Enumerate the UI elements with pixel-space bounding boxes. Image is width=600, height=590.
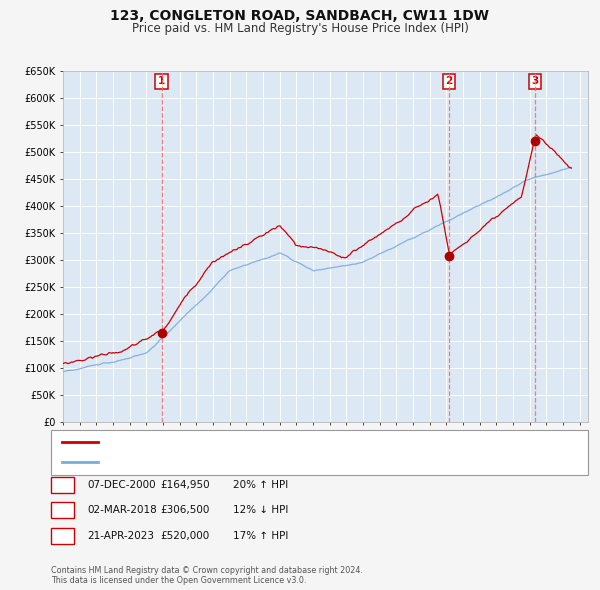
Text: 3: 3 <box>59 531 66 540</box>
Text: 1: 1 <box>158 76 165 86</box>
Text: £306,500: £306,500 <box>161 506 210 515</box>
Text: £164,950: £164,950 <box>161 480 211 490</box>
Text: 123, CONGLETON ROAD, SANDBACH, CW11 1DW (detached house): 123, CONGLETON ROAD, SANDBACH, CW11 1DW … <box>105 437 435 447</box>
Text: 1: 1 <box>59 480 66 490</box>
Text: 07-DEC-2000: 07-DEC-2000 <box>87 480 155 490</box>
Text: 2: 2 <box>59 506 66 515</box>
Text: 123, CONGLETON ROAD, SANDBACH, CW11 1DW: 123, CONGLETON ROAD, SANDBACH, CW11 1DW <box>110 9 490 23</box>
Text: HPI: Average price, detached house, Cheshire East: HPI: Average price, detached house, Ches… <box>105 457 353 467</box>
Text: 02-MAR-2018: 02-MAR-2018 <box>87 506 157 515</box>
Text: 2: 2 <box>446 76 453 86</box>
Text: 20% ↑ HPI: 20% ↑ HPI <box>233 480 288 490</box>
Text: 3: 3 <box>531 76 538 86</box>
Text: 12% ↓ HPI: 12% ↓ HPI <box>233 506 288 515</box>
Text: Contains HM Land Registry data © Crown copyright and database right 2024.
This d: Contains HM Land Registry data © Crown c… <box>51 566 363 585</box>
Text: Price paid vs. HM Land Registry's House Price Index (HPI): Price paid vs. HM Land Registry's House … <box>131 22 469 35</box>
Text: 21-APR-2023: 21-APR-2023 <box>87 531 154 540</box>
Text: 17% ↑ HPI: 17% ↑ HPI <box>233 531 288 540</box>
Text: £520,000: £520,000 <box>161 531 210 540</box>
